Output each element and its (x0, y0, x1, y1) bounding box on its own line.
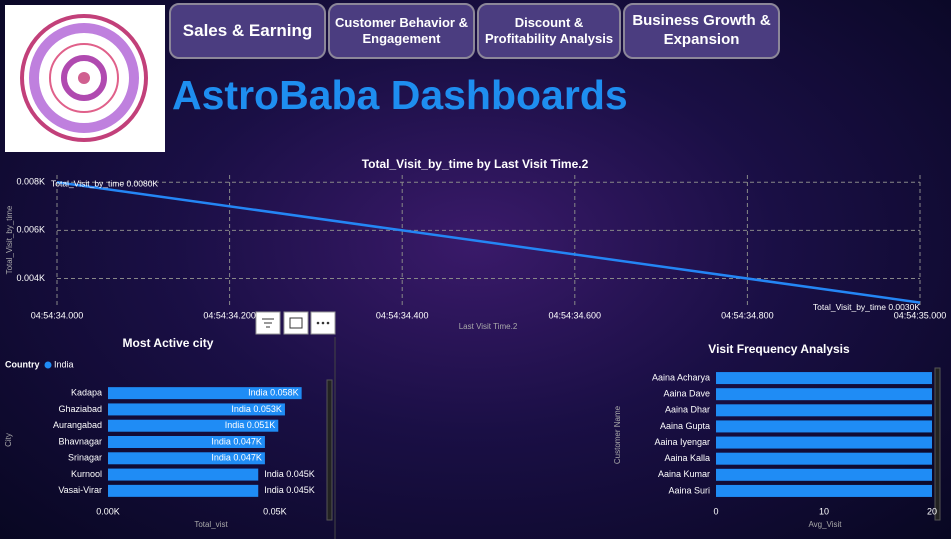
bar (108, 468, 259, 481)
y-tick-label: 0.006K (16, 225, 45, 235)
y-tick-label: Kurnool (71, 469, 102, 479)
x-tick-label: 04:54:34.600 (549, 310, 602, 320)
y-tick-label: Aaina Suri (668, 485, 710, 495)
data-label: India 0.045K (264, 485, 315, 495)
y-tick-label: Aaina Kumar (658, 469, 710, 479)
bar (716, 420, 932, 433)
bar (716, 452, 932, 465)
x-axis-label: Total_vist (194, 520, 228, 529)
chart-title: Most Active city (123, 336, 214, 350)
bar (716, 372, 932, 385)
y-axis-label: City (4, 433, 13, 447)
y-tick-label: Bhavnagar (58, 436, 102, 446)
x-axis-label: Last Visit Time.2 (459, 322, 518, 331)
bar (108, 452, 265, 465)
x-tick-label: 04:54:34.000 (31, 310, 84, 320)
bar (716, 468, 932, 481)
y-tick-label: Aaina Dhar (665, 405, 710, 415)
legend-label: India (54, 359, 74, 369)
data-label: Total_Visit_by_time 0.0080K (51, 178, 158, 188)
y-tick-label: Kadapa (71, 388, 102, 398)
scrollbar (326, 379, 333, 521)
y-tick-label: Srinagar (68, 453, 102, 463)
bar (716, 404, 932, 417)
nav-button[interactable]: Customer Behavior & Engagement (328, 3, 475, 59)
y-tick-label: Aaina Kalla (664, 453, 710, 463)
x-tick-label: 0.00K (96, 506, 120, 516)
bar (716, 436, 932, 449)
y-tick-label: Aaina Gupta (660, 421, 710, 431)
chart-title: Total_Visit_by_time by Last Visit Time.2 (362, 157, 589, 171)
y-tick-label: Aaina Iyengar (654, 437, 710, 447)
x-tick-label: 20 (927, 506, 937, 516)
nav-button[interactable]: Discount & Profitability Analysis (477, 3, 621, 59)
y-axis-label: Total_Visit_by_time (5, 205, 14, 274)
bar (108, 387, 302, 400)
dashboard-title: AstroBaba Dashboards (172, 72, 628, 118)
logo (20, 14, 148, 142)
y-tick-label: Aurangabad (53, 420, 102, 430)
bar (108, 484, 259, 497)
legend-marker (44, 361, 52, 369)
data-label: Total_Visit_by_time 0.0030K (813, 302, 920, 312)
y-tick-label: Ghaziabad (58, 404, 102, 414)
data-label: India 0.051K (225, 420, 276, 430)
visual-icons (255, 311, 336, 335)
bar (108, 436, 265, 448)
x-tick-label: 04:54:35.000 (894, 310, 947, 320)
chart-title: Visit Frequency Analysis (708, 342, 850, 356)
x-tick-label: 04:54:34.800 (721, 310, 774, 320)
data-label: India 0.045K (264, 469, 315, 479)
y-tick-label: Aaina Acharya (652, 372, 710, 382)
y-tick-label: 0.004K (16, 273, 45, 283)
bar (108, 419, 279, 432)
data-label: India 0.047K (211, 453, 262, 463)
y-tick-label: Aaina Dave (663, 389, 710, 399)
bar (716, 388, 932, 401)
x-tick-label: 0.05K (263, 506, 287, 516)
y-axis-label: Customer Name (613, 405, 622, 464)
y-tick-label: Vasai-Virar (58, 485, 102, 495)
x-tick-label: 10 (819, 506, 829, 516)
line (56, 180, 921, 304)
x-tick-label: 0 (713, 506, 718, 516)
x-axis-label: Avg_Visit (808, 520, 842, 529)
data-label: India 0.058K (248, 388, 299, 398)
x-tick-label: 04:54:34.400 (376, 310, 429, 320)
bar (108, 403, 285, 416)
nav-button[interactable]: Business Growth & Expansion (623, 3, 780, 59)
legend-title: Country (5, 359, 40, 369)
x-tick-label: 04:54:34.200 (203, 310, 256, 320)
nav-button[interactable]: Sales & Earning (169, 3, 326, 59)
scrollbar (934, 367, 941, 521)
bar (716, 484, 932, 497)
y-tick-label: 0.008K (16, 177, 45, 187)
data-label: India 0.047K (211, 436, 262, 446)
data-label: India 0.053K (231, 404, 282, 414)
